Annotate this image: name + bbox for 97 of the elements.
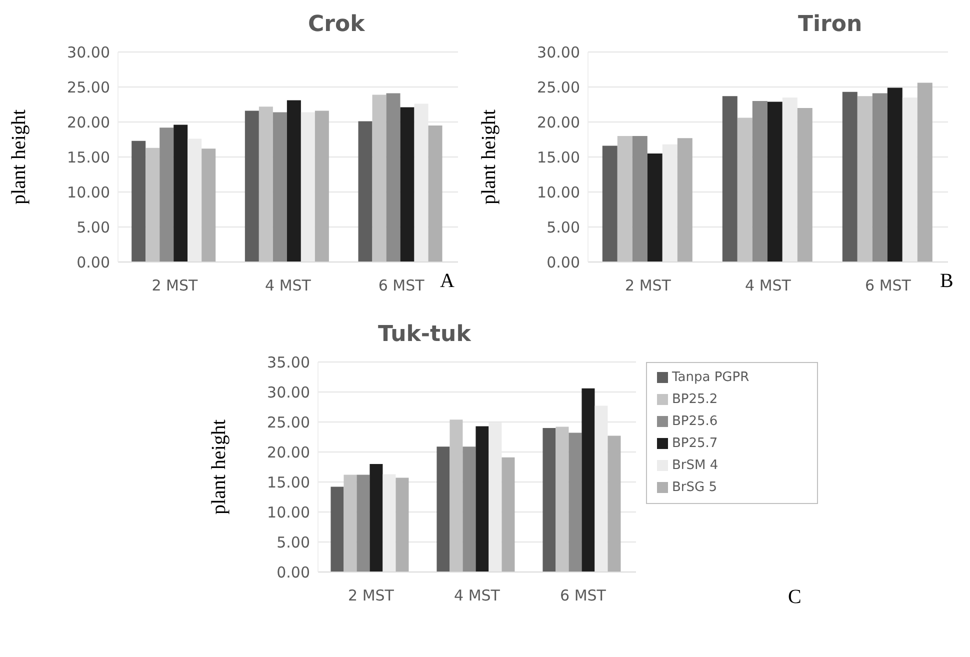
bar	[358, 121, 372, 262]
legend-label: BP25.2	[672, 392, 718, 407]
bar	[617, 136, 632, 262]
x-tick-label: 2 MST	[152, 276, 198, 295]
text: C	[788, 586, 802, 609]
y-tick-label: 5.00	[76, 218, 110, 236]
bar	[372, 94, 386, 262]
bar	[370, 464, 383, 572]
bar	[602, 146, 618, 262]
y-tick-label: 15.00	[67, 148, 110, 166]
bar	[188, 138, 202, 262]
legend-label: BrSM 4	[672, 458, 718, 473]
bar	[737, 118, 752, 262]
y-tick-label: 0.00	[76, 253, 110, 272]
y-tick-label: 25.00	[537, 78, 580, 96]
y-tick-label: 30.00	[537, 43, 580, 62]
bar	[344, 474, 357, 572]
bar	[902, 98, 918, 262]
bar	[872, 93, 888, 262]
bar	[202, 148, 216, 262]
bar	[450, 420, 463, 572]
y-tick-label: 0.00	[276, 563, 310, 582]
legend-label: BrSG 5	[672, 480, 717, 495]
y-tick-label: 30.00	[267, 383, 310, 402]
bar	[396, 478, 409, 572]
bar	[146, 148, 160, 262]
y-axis-title: plant height	[208, 419, 230, 514]
bar	[244, 110, 259, 262]
y-tick-label: 35.00	[267, 353, 310, 372]
y-tick-label: 15.00	[267, 473, 310, 492]
y-tick-label: 25.00	[67, 78, 110, 96]
legend-label: Tanpa PGPR	[672, 370, 750, 385]
y-tick-label: 10.00	[267, 503, 310, 522]
legend-label: BP25.6	[672, 414, 718, 429]
bar	[722, 96, 738, 262]
chart-title: Crok	[308, 12, 365, 37]
x-tick-label: 6 MST	[378, 276, 426, 295]
bar	[272, 112, 287, 262]
bar	[647, 154, 662, 262]
y-tick-label: 25.00	[267, 413, 310, 432]
x-tick-label: 4 MST	[745, 276, 792, 295]
bar	[300, 112, 315, 262]
y-tick-label: 20.00	[267, 443, 310, 462]
bar	[556, 426, 569, 572]
x-tick-label: 6 MST	[560, 586, 607, 605]
bar	[632, 136, 648, 262]
y-tick-label: 5.00	[276, 533, 310, 552]
bar	[608, 436, 621, 572]
bar	[462, 446, 476, 572]
bar	[887, 88, 902, 262]
x-tick-label: 6 MST	[865, 276, 912, 295]
y-tick-label: 20.00	[537, 113, 580, 132]
y-tick-label: 10.00	[67, 183, 110, 202]
bar	[330, 486, 344, 572]
bar	[857, 96, 872, 262]
x-tick-label: 4 MST	[265, 276, 312, 295]
bar	[436, 446, 450, 572]
bar	[160, 128, 174, 262]
legend-label: BP25.7	[672, 436, 718, 451]
y-tick-label: 15.00	[537, 148, 580, 166]
bar	[386, 93, 400, 262]
bar	[662, 144, 678, 262]
bar	[476, 426, 489, 572]
y-tick-label: 20.00	[67, 113, 110, 132]
chart-title: Tuk-tuk	[378, 322, 471, 347]
y-tick-label: 10.00	[537, 183, 580, 202]
bar	[568, 432, 582, 572]
bar	[917, 82, 932, 262]
bar	[677, 138, 692, 262]
bar	[356, 474, 370, 572]
x-tick-label: 2 MST	[625, 276, 672, 295]
bar	[132, 140, 146, 262]
y-tick-label: 5.00	[546, 218, 580, 236]
text: A	[440, 270, 454, 293]
x-tick-label: 2 MST	[348, 586, 395, 605]
bar	[400, 107, 414, 262]
bar	[258, 106, 273, 262]
y-tick-label: 0.00	[546, 253, 580, 272]
bar	[582, 388, 595, 572]
bar	[174, 124, 188, 262]
bar	[286, 100, 301, 262]
y-tick-label: 30.00	[67, 43, 110, 62]
x-tick-label: 4 MST	[454, 586, 501, 605]
bar	[767, 102, 782, 262]
y-axis-title: plant height	[8, 109, 30, 204]
bar	[382, 474, 396, 572]
bar	[542, 428, 556, 572]
bar	[752, 101, 768, 262]
chart-title: Tiron	[798, 12, 862, 37]
text: B	[940, 270, 954, 293]
bar	[314, 110, 329, 262]
bar	[502, 457, 515, 572]
y-axis-title: plant height	[478, 109, 500, 204]
bar	[797, 108, 812, 262]
bar	[428, 126, 442, 262]
bar	[782, 98, 798, 262]
bar	[842, 92, 858, 262]
